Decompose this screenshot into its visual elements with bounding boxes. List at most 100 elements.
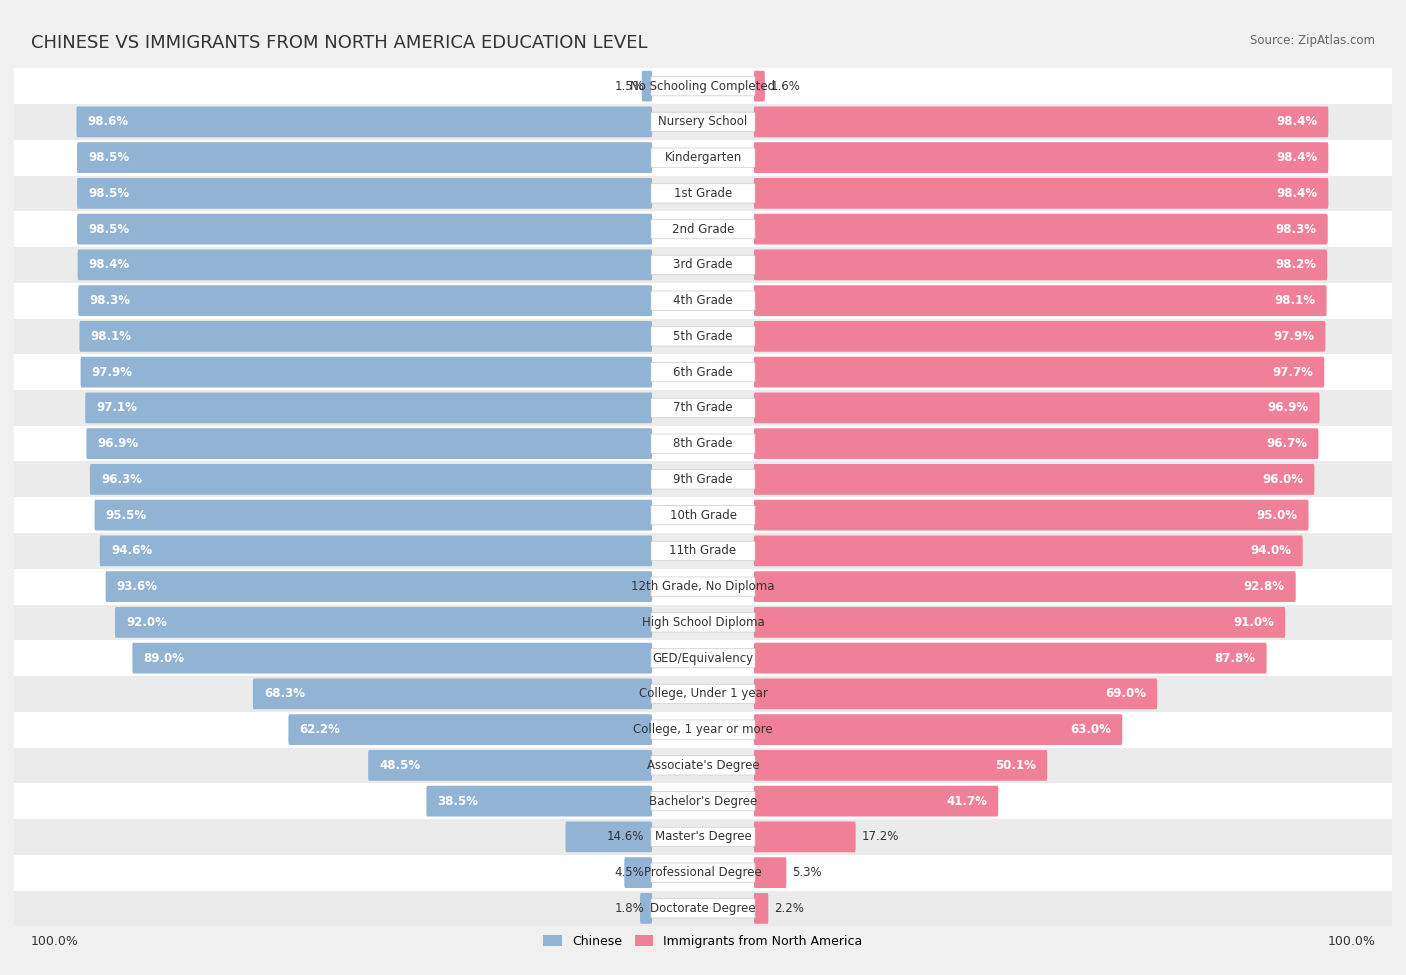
Text: 69.0%: 69.0%	[1105, 687, 1146, 700]
Text: 100.0%: 100.0%	[1327, 935, 1375, 948]
FancyBboxPatch shape	[754, 106, 1329, 137]
FancyBboxPatch shape	[651, 76, 755, 96]
FancyBboxPatch shape	[80, 357, 652, 387]
Bar	[14, 426, 1392, 461]
Text: 98.4%: 98.4%	[1277, 151, 1317, 164]
FancyBboxPatch shape	[77, 214, 652, 245]
FancyBboxPatch shape	[651, 148, 755, 168]
Text: 98.3%: 98.3%	[1275, 222, 1316, 236]
FancyBboxPatch shape	[651, 756, 755, 775]
Text: 95.5%: 95.5%	[105, 509, 146, 522]
Text: 1.5%: 1.5%	[614, 80, 644, 93]
FancyBboxPatch shape	[651, 183, 755, 203]
Text: Doctorate Degree: Doctorate Degree	[650, 902, 756, 915]
Text: 96.9%: 96.9%	[1267, 402, 1309, 414]
Text: College, 1 year or more: College, 1 year or more	[633, 723, 773, 736]
Text: 96.9%: 96.9%	[97, 437, 139, 450]
FancyBboxPatch shape	[77, 178, 652, 209]
Bar	[14, 497, 1392, 533]
Bar	[14, 604, 1392, 641]
FancyBboxPatch shape	[90, 464, 652, 494]
Text: 97.1%: 97.1%	[97, 402, 138, 414]
FancyBboxPatch shape	[754, 857, 786, 888]
Text: 50.1%: 50.1%	[995, 759, 1036, 772]
FancyBboxPatch shape	[94, 500, 652, 530]
Text: 98.4%: 98.4%	[89, 258, 129, 271]
Text: 98.5%: 98.5%	[89, 151, 129, 164]
FancyBboxPatch shape	[651, 505, 755, 525]
Text: 17.2%: 17.2%	[862, 831, 898, 843]
FancyBboxPatch shape	[79, 286, 652, 316]
FancyBboxPatch shape	[651, 291, 755, 310]
FancyBboxPatch shape	[76, 106, 652, 137]
Bar	[14, 712, 1392, 748]
Bar	[14, 676, 1392, 712]
FancyBboxPatch shape	[651, 577, 755, 597]
Text: Master's Degree: Master's Degree	[655, 831, 751, 843]
Text: 98.1%: 98.1%	[90, 330, 132, 343]
FancyBboxPatch shape	[105, 571, 652, 602]
Text: 63.0%: 63.0%	[1070, 723, 1111, 736]
FancyBboxPatch shape	[624, 857, 652, 888]
Text: 8th Grade: 8th Grade	[673, 437, 733, 450]
Text: 10th Grade: 10th Grade	[669, 509, 737, 522]
FancyBboxPatch shape	[754, 250, 1327, 280]
FancyBboxPatch shape	[651, 792, 755, 811]
Text: 98.5%: 98.5%	[89, 187, 129, 200]
Text: 98.4%: 98.4%	[1277, 115, 1317, 129]
Bar	[14, 461, 1392, 497]
FancyBboxPatch shape	[754, 71, 765, 101]
Bar	[14, 247, 1392, 283]
Text: Source: ZipAtlas.com: Source: ZipAtlas.com	[1250, 34, 1375, 47]
Text: 96.7%: 96.7%	[1267, 437, 1308, 450]
FancyBboxPatch shape	[754, 786, 998, 816]
FancyBboxPatch shape	[651, 612, 755, 632]
Bar	[14, 783, 1392, 819]
Bar	[14, 139, 1392, 176]
Bar	[14, 819, 1392, 855]
Text: 1.6%: 1.6%	[770, 80, 801, 93]
Text: 98.5%: 98.5%	[89, 222, 129, 236]
Text: 48.5%: 48.5%	[380, 759, 420, 772]
Bar	[14, 641, 1392, 676]
Text: 9th Grade: 9th Grade	[673, 473, 733, 486]
Text: 93.6%: 93.6%	[117, 580, 157, 593]
Legend: Chinese, Immigrants from North America: Chinese, Immigrants from North America	[538, 929, 868, 953]
FancyBboxPatch shape	[754, 214, 1327, 245]
Text: 97.9%: 97.9%	[91, 366, 132, 378]
Text: 5.3%: 5.3%	[793, 866, 823, 879]
Text: GED/Equivalency: GED/Equivalency	[652, 651, 754, 665]
Text: 91.0%: 91.0%	[1233, 616, 1274, 629]
FancyBboxPatch shape	[754, 715, 1122, 745]
FancyBboxPatch shape	[651, 899, 755, 918]
FancyBboxPatch shape	[651, 112, 755, 132]
FancyBboxPatch shape	[754, 321, 1326, 352]
Text: 11th Grade: 11th Grade	[669, 544, 737, 558]
FancyBboxPatch shape	[754, 178, 1329, 209]
Text: 2.2%: 2.2%	[775, 902, 804, 915]
Text: 94.6%: 94.6%	[111, 544, 152, 558]
Bar	[14, 890, 1392, 926]
Text: 98.1%: 98.1%	[1274, 294, 1316, 307]
FancyBboxPatch shape	[754, 142, 1329, 173]
Text: 68.3%: 68.3%	[264, 687, 305, 700]
Text: 12th Grade, No Diploma: 12th Grade, No Diploma	[631, 580, 775, 593]
FancyBboxPatch shape	[651, 398, 755, 417]
FancyBboxPatch shape	[651, 255, 755, 275]
Text: 97.7%: 97.7%	[1272, 366, 1313, 378]
Text: 1.8%: 1.8%	[614, 902, 644, 915]
Text: No Schooling Completed: No Schooling Completed	[630, 80, 776, 93]
Text: 6th Grade: 6th Grade	[673, 366, 733, 378]
Text: Associate's Degree: Associate's Degree	[647, 759, 759, 772]
FancyBboxPatch shape	[651, 327, 755, 346]
FancyBboxPatch shape	[79, 321, 652, 352]
FancyBboxPatch shape	[253, 679, 652, 709]
Text: 14.6%: 14.6%	[607, 831, 644, 843]
Bar	[14, 533, 1392, 568]
Text: High School Diploma: High School Diploma	[641, 616, 765, 629]
FancyBboxPatch shape	[77, 142, 652, 173]
FancyBboxPatch shape	[651, 720, 755, 739]
Text: College, Under 1 year: College, Under 1 year	[638, 687, 768, 700]
Bar	[14, 390, 1392, 426]
FancyBboxPatch shape	[651, 541, 755, 561]
